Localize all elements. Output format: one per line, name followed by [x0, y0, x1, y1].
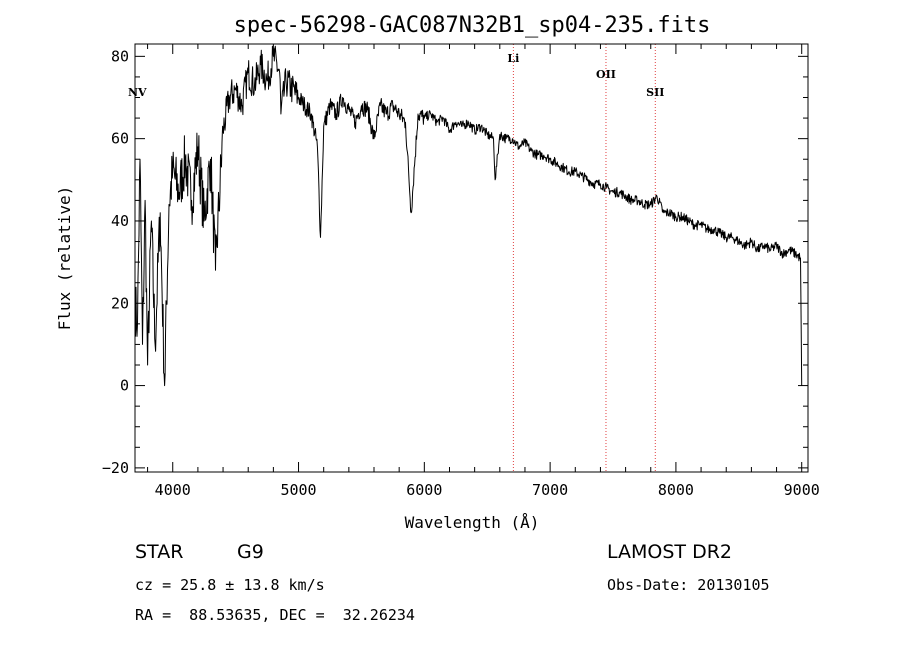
redshift-velocity: cz = 25.8 ± 13.8 km/s [135, 576, 325, 594]
chart-title: spec-56298-GAC087N32B1_sp04-235.fits [234, 13, 711, 38]
observation-date: Obs-Date: 20130105 [607, 576, 770, 594]
x-tick-label: 5000 [280, 481, 316, 499]
ra-dec-coordinates: RA = 88.53635, DEC = 32.26234 [135, 606, 415, 624]
x-axis-ticks: 4000 5000 6000 7000 8000 9000 [147, 44, 820, 499]
y-tick-label: 80 [111, 47, 129, 65]
y-tick-label: −20 [102, 459, 129, 477]
x-tick-label: 9000 [784, 481, 820, 499]
y-axis-ticks: −20 0 20 40 60 80 [102, 47, 808, 477]
emission-line-label: SII [646, 86, 664, 99]
flux-series-line [134, 45, 803, 387]
y-axis-label: Flux (relative) [55, 186, 74, 331]
emission-line-markers: NV Li OII SII [128, 44, 664, 472]
emission-line-label: OII [596, 68, 616, 81]
emission-line-label: Li [507, 52, 519, 65]
x-tick-label: 8000 [658, 481, 694, 499]
object-subclass: G9 [237, 541, 264, 563]
x-tick-label: 6000 [406, 481, 442, 499]
object-class: STAR [135, 541, 183, 563]
y-tick-label: 20 [111, 294, 129, 312]
y-tick-label: 0 [120, 377, 129, 395]
emission-line-label: NV [128, 86, 147, 99]
x-axis-label: Wavelength (Å) [405, 513, 540, 532]
survey-name: LAMOST DR2 [607, 541, 732, 563]
plot-frame [134, 43, 809, 473]
y-tick-label: 60 [111, 130, 129, 148]
x-tick-label: 7000 [532, 481, 568, 499]
y-tick-label: 40 [111, 212, 129, 230]
spectrum-info: STAR G9 LAMOST DR2 cz = 25.8 ± 13.8 km/s… [135, 541, 770, 624]
x-tick-label: 4000 [155, 481, 191, 499]
